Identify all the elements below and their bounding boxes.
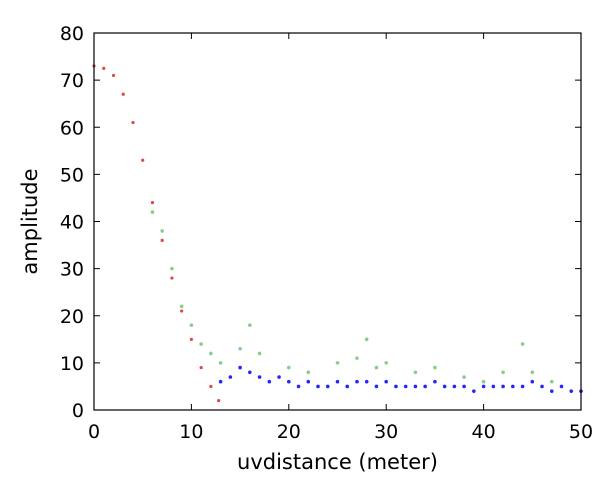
data-point-0-8 bbox=[170, 276, 174, 280]
data-point-1-23 bbox=[520, 342, 525, 346]
x-tick-label: 10 bbox=[179, 421, 203, 443]
data-point-2-18 bbox=[394, 384, 398, 389]
data-point-1-16 bbox=[374, 365, 379, 370]
data-point-2-16 bbox=[374, 384, 379, 389]
data-point-2-15 bbox=[364, 379, 369, 384]
data-point-0-7 bbox=[160, 238, 164, 242]
data-point-2-6 bbox=[277, 375, 281, 379]
data-point-2-30 bbox=[511, 384, 515, 389]
data-point-1-18 bbox=[413, 370, 418, 375]
data-point-2-1 bbox=[228, 375, 233, 379]
y-tick-label: 20 bbox=[60, 306, 84, 328]
data-point-1-6 bbox=[209, 351, 213, 356]
data-point-0-3 bbox=[121, 92, 125, 96]
data-point-1-2 bbox=[170, 266, 174, 271]
x-tick-label: 20 bbox=[277, 421, 301, 443]
data-point-1-14 bbox=[355, 356, 359, 360]
data-point-2-0 bbox=[218, 379, 223, 384]
data-point-0-6 bbox=[150, 201, 155, 205]
data-point-2-31 bbox=[520, 384, 525, 389]
x-axis-ticks: 0 10 20 30 40 50 bbox=[88, 33, 593, 443]
data-point-2-14 bbox=[355, 379, 359, 384]
data-point-2-8 bbox=[296, 384, 301, 389]
data-point-1-5 bbox=[199, 342, 203, 346]
data-point-2-21 bbox=[423, 384, 427, 389]
data-point-2-33 bbox=[540, 384, 544, 389]
data-point-1-19 bbox=[433, 365, 437, 370]
data-point-2-4 bbox=[257, 375, 262, 379]
data-point-2-25 bbox=[462, 384, 466, 389]
data-point-1-25 bbox=[549, 379, 554, 384]
data-point-1-7 bbox=[218, 361, 223, 365]
y-tick-label: 50 bbox=[60, 164, 84, 186]
data-point-0-9 bbox=[180, 309, 184, 313]
data-point-2-24 bbox=[452, 384, 457, 389]
data-point-1-15 bbox=[364, 337, 369, 342]
plot-points bbox=[92, 64, 583, 403]
x-tick-label: 30 bbox=[374, 421, 398, 443]
data-point-1-4 bbox=[189, 323, 194, 327]
data-point-1-24 bbox=[530, 370, 535, 375]
x-tick-label: 50 bbox=[569, 421, 593, 443]
data-point-2-13 bbox=[345, 384, 350, 389]
data-point-2-7 bbox=[287, 379, 291, 384]
y-tick-label: 30 bbox=[60, 259, 84, 281]
data-point-2-35 bbox=[559, 384, 564, 389]
data-point-2-32 bbox=[530, 379, 535, 384]
data-point-1-8 bbox=[238, 346, 242, 351]
data-point-0-5 bbox=[141, 158, 145, 162]
data-point-2-10 bbox=[316, 384, 320, 389]
data-point-0-11 bbox=[199, 365, 203, 370]
data-point-2-22 bbox=[433, 379, 437, 384]
data-point-2-34 bbox=[549, 389, 554, 393]
data-point-1-20 bbox=[462, 375, 466, 379]
x-axis-label: uvdistance (meter) bbox=[237, 450, 438, 474]
data-point-1-0 bbox=[150, 210, 155, 214]
data-point-1-1 bbox=[160, 229, 164, 233]
data-point-1-11 bbox=[287, 365, 291, 370]
y-tick-label: 80 bbox=[60, 23, 84, 45]
data-point-2-27 bbox=[481, 384, 486, 389]
data-point-1-13 bbox=[335, 361, 340, 365]
data-point-1-12 bbox=[306, 370, 311, 375]
data-point-1-17 bbox=[384, 361, 389, 365]
data-point-0-1 bbox=[102, 66, 106, 70]
y-tick-label: 0 bbox=[72, 400, 84, 422]
x-tick-label: 40 bbox=[472, 421, 496, 443]
data-point-2-29 bbox=[501, 384, 505, 389]
data-point-2-5 bbox=[267, 379, 272, 384]
data-point-0-12 bbox=[209, 384, 213, 389]
data-point-2-2 bbox=[238, 365, 242, 370]
data-point-0-10 bbox=[189, 337, 193, 341]
y-tick-label: 10 bbox=[60, 353, 84, 375]
data-point-2-11 bbox=[325, 384, 330, 389]
y-tick-label: 40 bbox=[60, 212, 84, 234]
data-point-1-22 bbox=[501, 370, 505, 375]
data-point-2-20 bbox=[413, 384, 418, 389]
x-tick-label: 0 bbox=[88, 421, 100, 443]
data-point-1-3 bbox=[179, 304, 184, 309]
data-point-2-28 bbox=[491, 384, 496, 389]
data-point-2-17 bbox=[384, 379, 389, 384]
data-point-2-12 bbox=[335, 379, 340, 384]
data-point-1-10 bbox=[257, 351, 262, 356]
data-point-2-9 bbox=[306, 379, 311, 384]
data-point-2-36 bbox=[569, 389, 574, 393]
data-point-1-9 bbox=[248, 323, 252, 327]
data-point-1-21 bbox=[481, 379, 486, 384]
data-point-2-19 bbox=[403, 384, 408, 389]
y-axis-ticks: 0 10 20 30 40 50 60 70 80 bbox=[60, 23, 581, 422]
data-point-0-2 bbox=[111, 73, 116, 78]
data-point-0-4 bbox=[131, 120, 135, 125]
data-point-2-23 bbox=[442, 384, 447, 389]
y-tick-label: 60 bbox=[60, 117, 84, 139]
y-axis-label: amplitude bbox=[18, 168, 42, 274]
y-tick-label: 70 bbox=[60, 70, 84, 92]
data-point-2-26 bbox=[472, 389, 476, 393]
data-point-2-3 bbox=[248, 370, 252, 375]
data-point-0-13 bbox=[217, 398, 221, 403]
